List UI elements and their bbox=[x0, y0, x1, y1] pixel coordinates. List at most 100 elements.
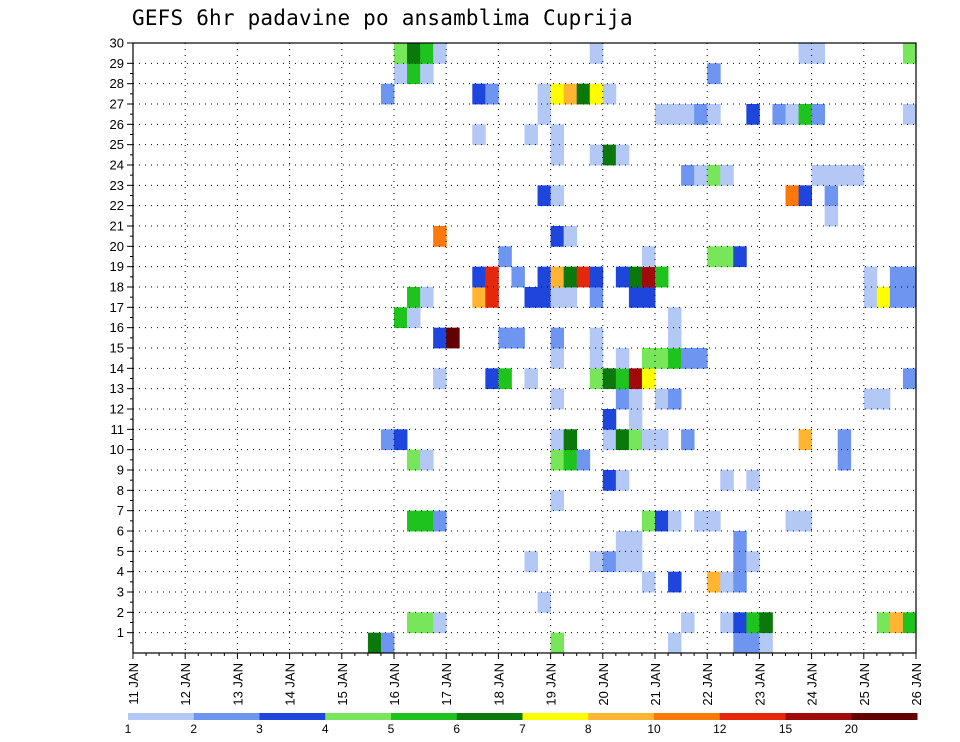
heatmap-cell bbox=[668, 632, 682, 654]
heatmap-cell bbox=[485, 83, 499, 105]
heatmap-cell bbox=[550, 266, 565, 288]
heatmap-cell bbox=[641, 368, 656, 390]
heatmap-cell bbox=[367, 632, 382, 654]
heatmap-cell bbox=[433, 368, 447, 390]
heatmap-cell bbox=[798, 185, 812, 207]
heatmap-cell bbox=[694, 510, 708, 532]
heatmap-cell bbox=[641, 266, 656, 288]
heatmap-cell bbox=[733, 571, 747, 593]
heatmap-cell bbox=[615, 368, 630, 390]
heatmap-cell bbox=[550, 632, 565, 654]
heatmap-cell bbox=[628, 266, 643, 288]
colorbar-swatch bbox=[128, 713, 195, 720]
heatmap-cell bbox=[628, 368, 643, 390]
y-tick-label: 4 bbox=[117, 564, 124, 579]
colorbar-swatch bbox=[456, 713, 523, 720]
heatmap-cell bbox=[380, 83, 395, 105]
heatmap-cell bbox=[394, 43, 408, 64]
colorbar-label: 15 bbox=[779, 722, 793, 736]
cells-layer bbox=[367, 43, 917, 654]
heatmap-cell bbox=[589, 551, 604, 573]
heatmap-cell bbox=[394, 63, 408, 85]
heatmap-cell bbox=[615, 551, 630, 573]
y-tick-label: 8 bbox=[117, 483, 124, 498]
heatmap-cell bbox=[720, 612, 734, 634]
heatmap-cell bbox=[707, 571, 721, 593]
heatmap-cell bbox=[589, 266, 604, 288]
heatmap-cell bbox=[589, 83, 604, 105]
heatmap-cell bbox=[498, 327, 512, 349]
heatmap-cell bbox=[733, 531, 747, 552]
colorbar-swatch bbox=[785, 713, 852, 720]
heatmap-cell bbox=[746, 551, 760, 573]
heatmap-cell bbox=[420, 63, 434, 85]
heatmap-cell bbox=[668, 327, 682, 349]
y-axis: 1234567891011121314151617181920212223242… bbox=[110, 36, 133, 644]
heatmap-cell bbox=[746, 612, 760, 634]
heatmap-cell bbox=[863, 266, 878, 288]
heatmap-cell bbox=[615, 388, 630, 410]
heatmap-cell bbox=[746, 632, 760, 654]
heatmap-cell bbox=[550, 327, 565, 349]
heatmap-cell bbox=[420, 449, 434, 471]
y-tick-label: 12 bbox=[110, 402, 124, 417]
heatmap-cell bbox=[837, 429, 852, 451]
heatmap-cell bbox=[681, 429, 695, 451]
heatmap-cell bbox=[589, 43, 604, 64]
y-tick-label: 24 bbox=[110, 158, 124, 173]
heatmap-cell bbox=[707, 104, 721, 125]
colorbar-swatch bbox=[588, 713, 655, 720]
heatmap-cell bbox=[694, 104, 708, 125]
y-tick-label: 25 bbox=[110, 137, 124, 152]
heatmap-cell bbox=[720, 470, 734, 491]
heatmap-cell bbox=[668, 104, 682, 125]
heatmap-cell bbox=[628, 429, 643, 451]
heatmap-cell bbox=[707, 510, 721, 532]
y-tick-label: 19 bbox=[110, 259, 124, 274]
heatmap-cell bbox=[511, 266, 525, 288]
heatmap-cell bbox=[563, 226, 578, 247]
heatmap-cell bbox=[720, 246, 734, 268]
y-tick-label: 26 bbox=[110, 117, 124, 132]
y-tick-label: 2 bbox=[117, 605, 124, 620]
heatmap-cell bbox=[798, 510, 812, 532]
y-tick-label: 13 bbox=[110, 381, 124, 396]
heatmap-cell bbox=[550, 185, 565, 207]
heatmap-cell bbox=[902, 43, 917, 64]
heatmap-cell bbox=[641, 287, 656, 308]
heatmap-cell bbox=[550, 490, 565, 512]
heatmap-cell bbox=[628, 531, 643, 552]
heatmap-cell bbox=[550, 449, 565, 471]
heatmap-cell bbox=[550, 124, 565, 146]
colorbar-label: 8 bbox=[585, 722, 592, 736]
x-tick-label: 23 JAN bbox=[752, 663, 767, 706]
colorbar-label: 4 bbox=[322, 722, 329, 736]
colorbar-swatch bbox=[193, 713, 260, 720]
heatmap-cell bbox=[902, 368, 917, 390]
heatmap-cell bbox=[433, 510, 447, 532]
heatmap-cell bbox=[876, 612, 891, 634]
heatmap-cell bbox=[785, 104, 799, 125]
heatmap-cell bbox=[811, 43, 826, 64]
heatmap-cell bbox=[589, 348, 604, 369]
heatmap-cell bbox=[472, 124, 486, 146]
heatmap-cell bbox=[902, 612, 917, 634]
heatmap-cell bbox=[615, 266, 630, 288]
heatmap-cell bbox=[863, 287, 878, 308]
heatmap-cell bbox=[615, 348, 630, 369]
x-tick-label: 13 JAN bbox=[230, 663, 245, 706]
heatmap-cell bbox=[798, 429, 812, 451]
colorbar-label: 12 bbox=[713, 722, 727, 736]
heatmap-cell bbox=[681, 348, 695, 369]
heatmap-cell bbox=[785, 185, 799, 207]
y-tick-label: 17 bbox=[110, 300, 124, 315]
heatmap-cell bbox=[550, 388, 565, 410]
heatmap-cell bbox=[759, 612, 773, 634]
heatmap-cell bbox=[615, 144, 630, 166]
heatmap-cell bbox=[824, 185, 839, 207]
heatmap-cell bbox=[407, 287, 421, 308]
heatmap-cell bbox=[602, 409, 617, 430]
heatmap-cell bbox=[576, 83, 591, 105]
heatmap-cell bbox=[798, 104, 812, 125]
y-tick-label: 29 bbox=[110, 56, 124, 71]
